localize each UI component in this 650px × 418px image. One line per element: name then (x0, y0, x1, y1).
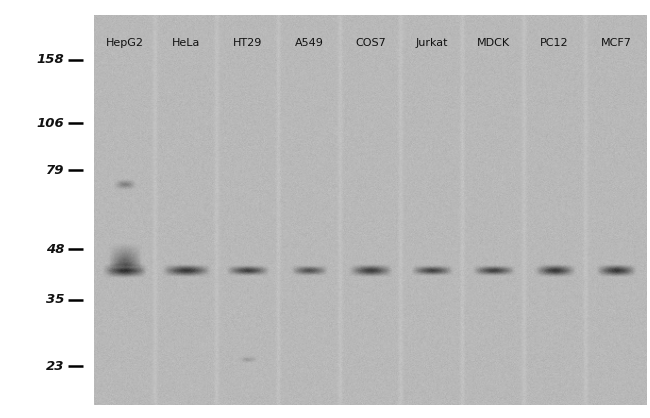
Text: HT29: HT29 (233, 38, 263, 48)
Text: 23: 23 (46, 360, 64, 373)
Text: PC12: PC12 (540, 38, 569, 48)
Text: COS7: COS7 (355, 38, 386, 48)
Text: HeLa: HeLa (172, 38, 200, 48)
Text: Jurkat: Jurkat (415, 38, 448, 48)
Text: MCF7: MCF7 (601, 38, 632, 48)
Text: 158: 158 (36, 54, 64, 66)
Text: A549: A549 (294, 38, 324, 48)
Text: 106: 106 (36, 117, 64, 130)
Text: 35: 35 (46, 293, 64, 306)
Text: 48: 48 (46, 243, 64, 256)
Text: 79: 79 (46, 164, 64, 177)
Text: HepG2: HepG2 (106, 38, 144, 48)
Text: MDCK: MDCK (476, 38, 510, 48)
